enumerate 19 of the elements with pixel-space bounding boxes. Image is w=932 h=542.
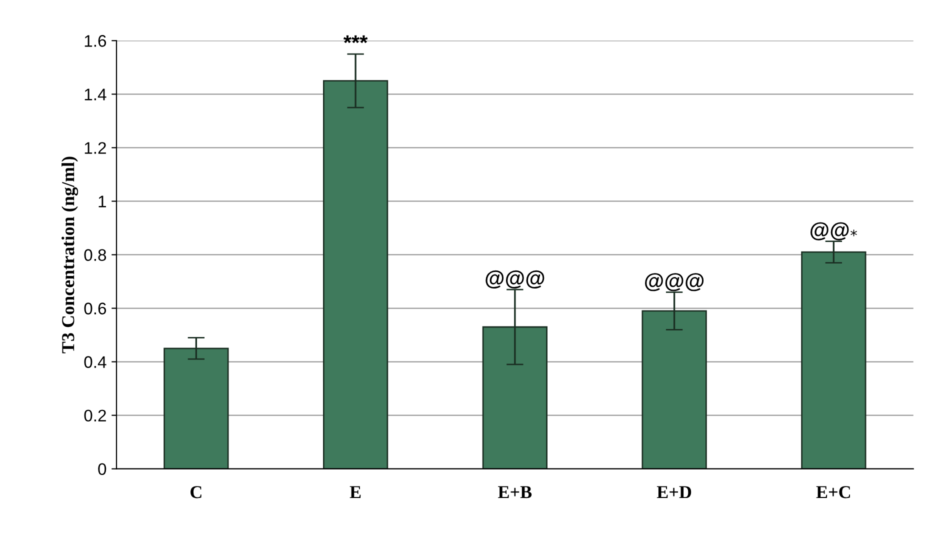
annotation: *** <box>343 35 368 44</box>
y-tick-label: 1.4 <box>84 88 106 100</box>
y-tick-label: 1.6 <box>84 35 106 47</box>
y-tick-label: 0 <box>98 463 106 476</box>
y-tick-label: 0.8 <box>84 249 106 261</box>
x-tick-label: C <box>190 486 202 498</box>
annotation: @@$_{*}$ <box>810 222 857 240</box>
x-tick-label: E+C <box>816 486 850 498</box>
y-tick-label: 0.4 <box>84 356 106 368</box>
annotation: @@@ <box>486 270 544 289</box>
y-tick-label: 0.6 <box>84 302 106 314</box>
x-tick-label: E+D <box>656 486 692 498</box>
y-tick-label: 0.2 <box>84 410 106 422</box>
x-tick-label: E <box>350 486 361 498</box>
annotation: @@@ <box>645 273 704 292</box>
y-tick-label: 1 <box>98 196 106 208</box>
y-axis-title: T3 Concentration (ng/ml) <box>62 156 78 354</box>
x-tick-label: E+B <box>498 486 532 498</box>
y-tick-label: 1.2 <box>84 142 106 154</box>
